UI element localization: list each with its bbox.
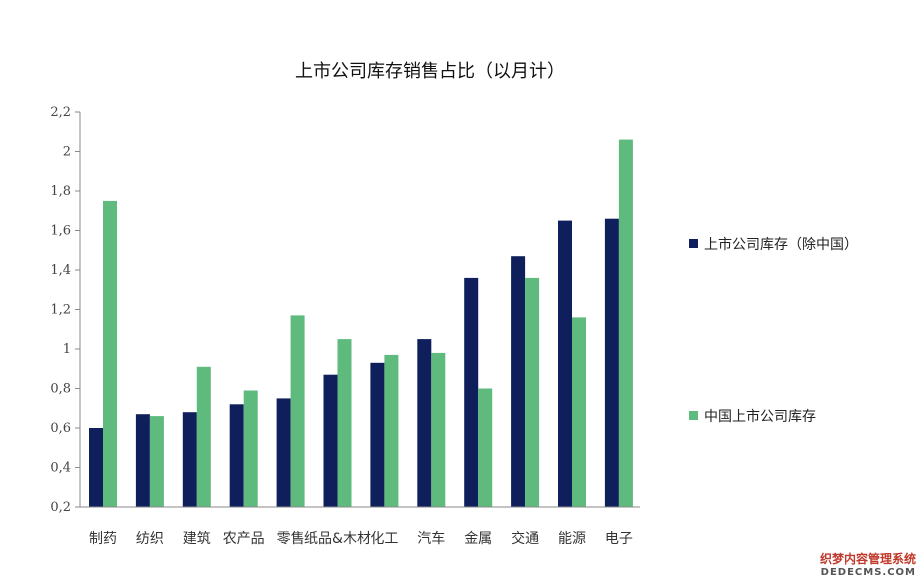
bar-ex-china-9 bbox=[511, 256, 526, 507]
y-axis: 0,2 0,4 0,6 0,8 1 1,2 1,4 1,6 1,8 2 2,2 bbox=[50, 105, 81, 515]
bar-china-5 bbox=[337, 339, 352, 507]
y-tick-label: 2 bbox=[63, 145, 71, 160]
y-tick-label: 1,2 bbox=[50, 303, 71, 318]
x-axis: 制药 纺织 建筑 农产品 零售 纸品&木材 化工 汽车 金属 交通 能源 电子 bbox=[80, 506, 640, 547]
watermark-line1: 织梦内容管理系统 bbox=[819, 551, 916, 566]
bar-china-4 bbox=[290, 315, 305, 507]
x-tick-label: 金属 bbox=[464, 531, 492, 547]
x-tick-label: 纺织 bbox=[136, 531, 164, 547]
watermark: 织梦内容管理系统 DEDECMS.COM bbox=[819, 551, 916, 578]
bar-ex-china-8 bbox=[464, 277, 479, 507]
bar-ex-china-6 bbox=[370, 362, 385, 507]
bar-ex-china-1 bbox=[135, 414, 150, 507]
bar-china-3 bbox=[243, 390, 258, 507]
legend-swatch-0 bbox=[689, 239, 698, 248]
bar-ex-china-0 bbox=[89, 428, 103, 507]
y-tick-label: 2,2 bbox=[50, 105, 71, 120]
x-tick-label: 纸品&木材 bbox=[304, 531, 371, 547]
bar-china-2 bbox=[196, 366, 211, 507]
x-tick-label: 制药 bbox=[89, 531, 117, 547]
y-tick-label: 1,4 bbox=[50, 263, 71, 278]
legend-label-0: 上市公司库存（除中国） bbox=[704, 236, 858, 253]
bar-ex-china-3 bbox=[229, 404, 244, 507]
y-tick-label: 1,6 bbox=[50, 224, 71, 239]
legend-label-1: 中国上市公司库存 bbox=[704, 408, 816, 425]
legend: 上市公司库存（除中国） 中国上市公司库存 bbox=[689, 236, 858, 425]
x-tick-label: 建筑 bbox=[183, 531, 211, 547]
bar-china-8 bbox=[478, 388, 493, 507]
x-tick-label: 交通 bbox=[511, 530, 539, 547]
watermark-line2: DEDECMS.COM bbox=[820, 566, 916, 578]
y-tick-label: 0,2 bbox=[50, 500, 71, 515]
bar-china-1 bbox=[149, 416, 164, 507]
bar-ex-china-11 bbox=[604, 218, 619, 507]
x-tick-label: 农产品 bbox=[223, 531, 265, 547]
bar-ex-china-7 bbox=[417, 339, 432, 507]
y-tick-label: 1 bbox=[63, 342, 71, 357]
y-tick-label: 0,8 bbox=[50, 382, 71, 397]
bar-ex-china-2 bbox=[182, 412, 197, 507]
bar-china-10 bbox=[572, 317, 586, 507]
bars bbox=[89, 139, 633, 507]
y-tick-label: 0,6 bbox=[50, 421, 71, 436]
legend-swatch-1 bbox=[689, 411, 698, 420]
bar-china-6 bbox=[384, 354, 399, 507]
bar-ex-china-4 bbox=[276, 398, 291, 507]
x-tick-label: 能源 bbox=[558, 531, 586, 547]
bar-china-0 bbox=[103, 200, 117, 507]
bar-ex-china-5 bbox=[323, 374, 338, 507]
bar-china-9 bbox=[525, 277, 540, 507]
x-tick-label: 零售 bbox=[277, 531, 305, 547]
y-tick-label: 1,8 bbox=[50, 184, 71, 199]
bar-china-7 bbox=[431, 352, 446, 507]
y-tick-label: 0,4 bbox=[50, 461, 71, 476]
x-tick-label: 化工 bbox=[370, 531, 398, 547]
bar-ex-china-10 bbox=[558, 220, 572, 507]
x-tick-label: 电子 bbox=[605, 531, 633, 547]
x-tick-label: 汽车 bbox=[417, 530, 445, 547]
bar-china-11 bbox=[618, 139, 633, 507]
chart-title: 上市公司库存销售占比（以月计） bbox=[295, 61, 565, 82]
